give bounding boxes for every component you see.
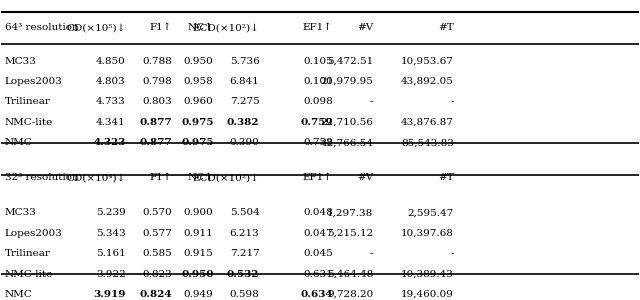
Text: 5.736: 5.736 [230,57,259,66]
Text: 0.048: 0.048 [303,208,333,217]
Text: NMC: NMC [4,138,33,147]
Text: 64³ resolution: 64³ resolution [4,23,78,32]
Text: 0.788: 0.788 [143,57,172,66]
Text: 32³ resolution: 32³ resolution [4,173,78,182]
Text: 5.239: 5.239 [96,208,125,217]
Text: 1,297.38: 1,297.38 [327,208,374,217]
Text: 0.577: 0.577 [143,229,172,238]
Text: ECD(×10²)↓: ECD(×10²)↓ [193,23,259,32]
Text: 0.634: 0.634 [300,290,333,299]
Text: NMC-lite: NMC-lite [4,269,53,278]
Text: 5.161: 5.161 [96,249,125,258]
Text: NC↑: NC↑ [188,173,214,182]
Text: 0.532: 0.532 [227,269,259,278]
Text: 43,876.87: 43,876.87 [401,118,454,127]
Text: NMC-lite: NMC-lite [4,118,53,127]
Text: 42,766.54: 42,766.54 [321,138,374,147]
Text: 5.504: 5.504 [230,208,259,217]
Text: 0.759: 0.759 [300,118,333,127]
Text: 0.975: 0.975 [181,138,214,147]
Text: 22,710.56: 22,710.56 [321,118,374,127]
Text: 5,464.48: 5,464.48 [327,269,374,278]
Text: 4.323: 4.323 [93,138,125,147]
Text: 6.841: 6.841 [230,77,259,86]
Text: 2,595.47: 2,595.47 [408,208,454,217]
Text: ECD(×10²)↓: ECD(×10²)↓ [193,173,259,182]
Text: 19,460.09: 19,460.09 [401,290,454,299]
Text: 7.217: 7.217 [230,249,259,258]
Text: 21,979.95: 21,979.95 [321,77,374,86]
Text: -: - [451,249,454,258]
Text: 4.803: 4.803 [96,77,125,86]
Text: 5,215.12: 5,215.12 [327,229,374,238]
Text: 3.919: 3.919 [93,290,125,299]
Text: 0.798: 0.798 [143,77,172,86]
Text: 7.275: 7.275 [230,98,259,106]
Text: F1↑: F1↑ [150,23,172,32]
Text: 0.045: 0.045 [303,249,333,258]
Text: CD(×10⁵)↓: CD(×10⁵)↓ [67,23,125,32]
Text: 0.585: 0.585 [143,249,172,258]
Text: F1↑: F1↑ [150,173,172,182]
Text: 10,397.68: 10,397.68 [401,229,454,238]
Text: EF1↑: EF1↑ [303,23,333,32]
Text: 0.949: 0.949 [184,290,214,299]
Text: 0.047: 0.047 [303,229,333,238]
Text: -: - [451,98,454,106]
Text: 4.341: 4.341 [96,118,125,127]
Text: #V: #V [357,173,374,182]
Text: 0.803: 0.803 [143,98,172,106]
Text: 0.631: 0.631 [303,269,333,278]
Text: 0.570: 0.570 [143,208,172,217]
Text: 43,892.05: 43,892.05 [401,77,454,86]
Text: 9,728.20: 9,728.20 [327,290,374,299]
Text: 0.758: 0.758 [303,138,333,147]
Text: 0.598: 0.598 [230,290,259,299]
Text: CD(×10⁴)↓: CD(×10⁴)↓ [67,173,125,182]
Text: 0.950: 0.950 [184,57,214,66]
Text: NMC: NMC [4,290,33,299]
Text: NC↑: NC↑ [188,23,214,32]
Text: 10,389.43: 10,389.43 [401,269,454,278]
Text: 0.105: 0.105 [303,57,333,66]
Text: #V: #V [357,23,374,32]
Text: 0.900: 0.900 [184,208,214,217]
Text: MC33: MC33 [4,208,36,217]
Text: 0.382: 0.382 [227,118,259,127]
Text: Lopes2003: Lopes2003 [4,77,63,86]
Text: 0.098: 0.098 [303,98,333,106]
Text: 4.733: 4.733 [96,98,125,106]
Text: #T: #T [438,173,454,182]
Text: 10,953.67: 10,953.67 [401,57,454,66]
Text: 5.343: 5.343 [96,229,125,238]
Text: 0.950: 0.950 [181,269,214,278]
Text: 0.390: 0.390 [230,138,259,147]
Text: 0.975: 0.975 [181,118,214,127]
Text: Trilinear: Trilinear [4,98,51,106]
Text: -: - [370,249,374,258]
Text: 0.877: 0.877 [140,118,172,127]
Text: Trilinear: Trilinear [4,249,51,258]
Text: #T: #T [438,23,454,32]
Text: 0.958: 0.958 [184,77,214,86]
Text: Lopes2003: Lopes2003 [4,229,63,238]
Text: 5,472.51: 5,472.51 [327,57,374,66]
Text: 0.915: 0.915 [184,249,214,258]
Text: 0.100: 0.100 [303,77,333,86]
Text: EF1↑: EF1↑ [303,173,333,182]
Text: 85,543.83: 85,543.83 [401,138,454,147]
Text: 0.960: 0.960 [184,98,214,106]
Text: 0.823: 0.823 [143,269,172,278]
Text: 3.922: 3.922 [96,269,125,278]
Text: 0.824: 0.824 [140,290,172,299]
Text: MC33: MC33 [4,57,36,66]
Text: 6.213: 6.213 [230,229,259,238]
Text: 0.911: 0.911 [184,229,214,238]
Text: 4.850: 4.850 [96,57,125,66]
Text: 0.877: 0.877 [140,138,172,147]
Text: -: - [370,98,374,106]
